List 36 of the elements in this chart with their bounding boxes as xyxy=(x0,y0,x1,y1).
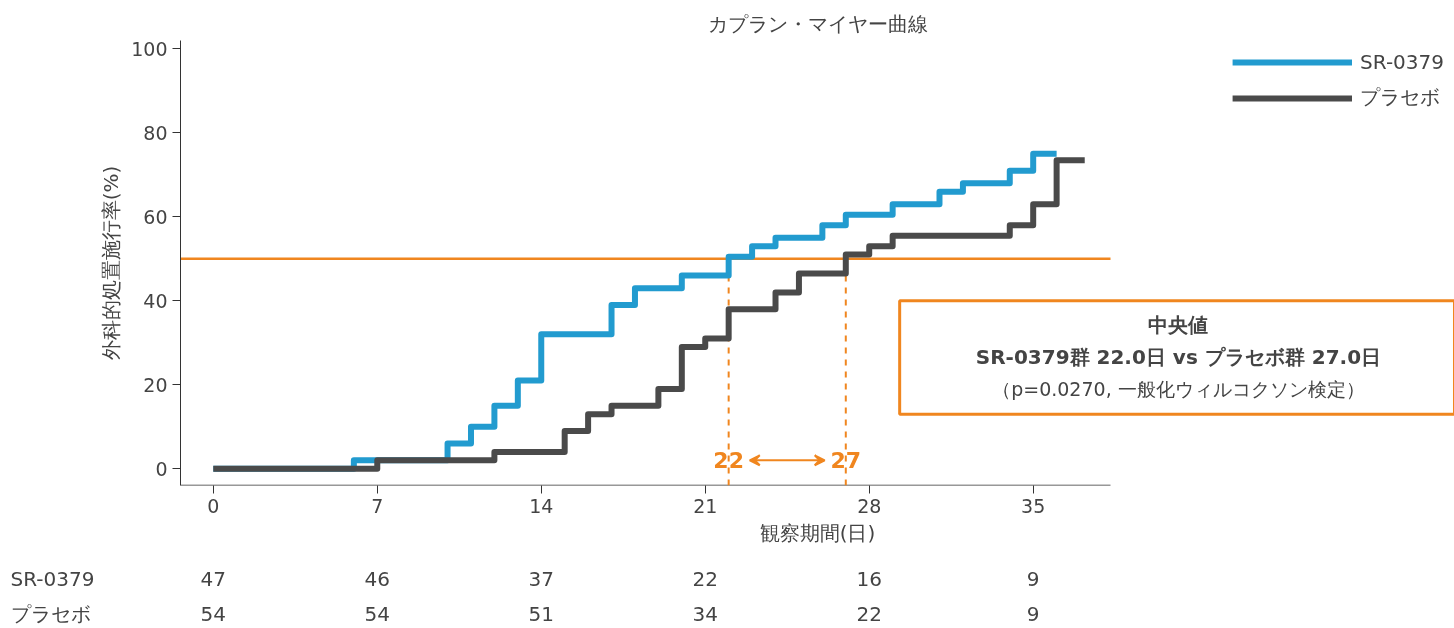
y-tick-label: 40 xyxy=(143,289,168,312)
text: 22 xyxy=(692,566,718,591)
chart-title: カプラン・マイヤー曲線 xyxy=(707,11,928,36)
ref-line-label: 22 xyxy=(713,448,744,474)
text: 47 xyxy=(200,566,227,591)
text: 34 xyxy=(692,601,718,626)
x-tick-label: 0 xyxy=(207,494,220,517)
y-tick-label: 20 xyxy=(143,373,168,396)
text: 9 xyxy=(1026,566,1040,591)
text: 9 xyxy=(1026,601,1040,626)
text: プラセボ xyxy=(10,601,91,626)
ref-line-label: 27 xyxy=(830,448,862,474)
text: 46 xyxy=(364,566,390,591)
text: 16 xyxy=(856,566,882,591)
annotation: SR-0379群 22.0日 vs プラセボ群 27.0日 xyxy=(975,344,1382,369)
x-tick-label: 35 xyxy=(1021,494,1046,517)
y-tick-label: 80 xyxy=(143,121,168,144)
text: 54 xyxy=(200,601,227,626)
text: 51 xyxy=(528,601,554,626)
text: 54 xyxy=(364,601,390,626)
text: プラセボ xyxy=(1360,84,1441,111)
annotation: （p=0.0270, 一般化ウィルコクソン検定） xyxy=(992,377,1365,400)
y-axis-title: 外科的処置施行率(%) xyxy=(99,165,124,361)
text: SR-0379 xyxy=(1360,50,1444,74)
text: SR-0379 xyxy=(10,566,95,591)
x-axis-title: 観察期間(日) xyxy=(759,520,876,545)
y-tick-label: 100 xyxy=(131,37,168,60)
text: 37 xyxy=(528,566,554,591)
text: 中央値 xyxy=(1148,313,1209,338)
text: 22 xyxy=(856,601,882,626)
y-tick-label: 60 xyxy=(143,205,168,228)
y-tick-label: 0 xyxy=(155,457,168,480)
x-tick-label: 7 xyxy=(371,494,384,517)
x-tick-label: 28 xyxy=(857,494,882,517)
x-tick-label: 21 xyxy=(693,494,718,517)
x-tick-label: 14 xyxy=(529,494,554,517)
